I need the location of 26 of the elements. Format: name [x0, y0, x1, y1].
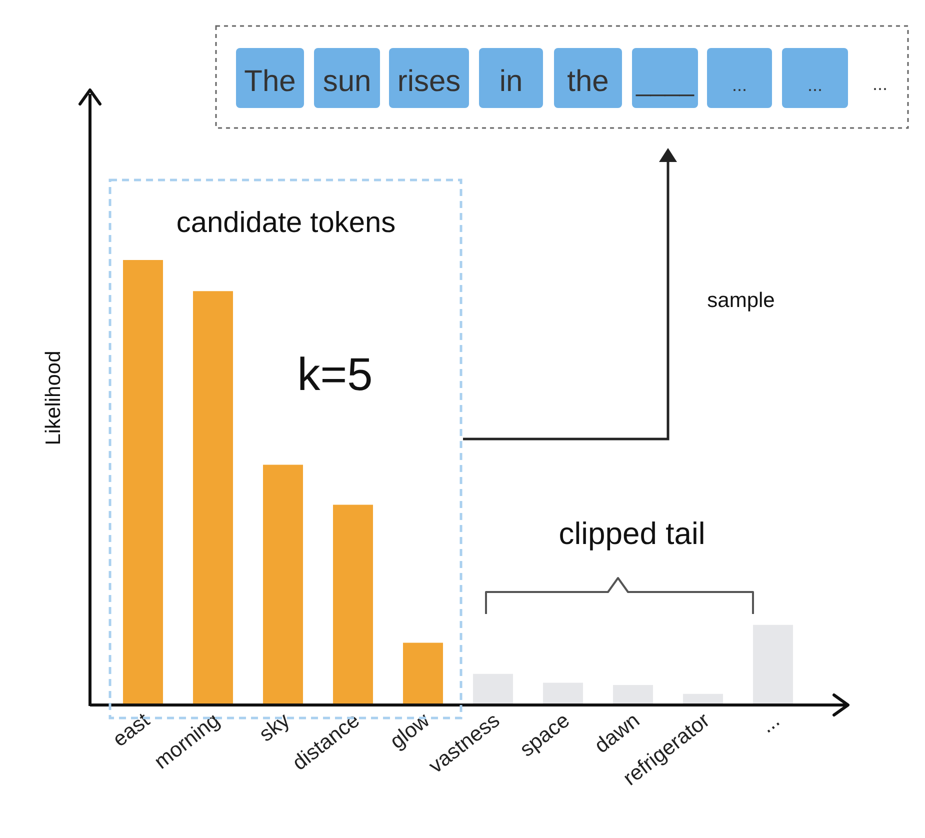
- bar: [333, 504, 373, 705]
- bar: [123, 260, 163, 705]
- bar: [543, 682, 583, 705]
- text: sun: [322, 65, 372, 98]
- annotation: k=5: [297, 348, 373, 400]
- text: rises: [397, 65, 461, 98]
- text: the: [567, 65, 609, 98]
- x-tick-label: east: [108, 708, 154, 752]
- bar: [193, 291, 233, 705]
- text: ...: [807, 75, 823, 95]
- bar: [613, 684, 653, 705]
- text: ____: [635, 67, 694, 97]
- bar: [473, 674, 513, 705]
- bar: [753, 624, 793, 705]
- text: ...: [732, 75, 748, 95]
- text: candidate tokens: [176, 207, 396, 239]
- y-axis-title: Likelihood: [42, 350, 65, 446]
- x-tick-label: sky: [255, 708, 294, 746]
- bar: [263, 464, 303, 705]
- text: in: [499, 65, 523, 98]
- annotation: sample: [707, 289, 775, 312]
- annotation: clipped tail: [558, 516, 706, 551]
- x-tick-label: ...: [756, 708, 784, 738]
- text: ...: [872, 74, 888, 94]
- text: The: [244, 65, 296, 98]
- bar: [403, 642, 443, 705]
